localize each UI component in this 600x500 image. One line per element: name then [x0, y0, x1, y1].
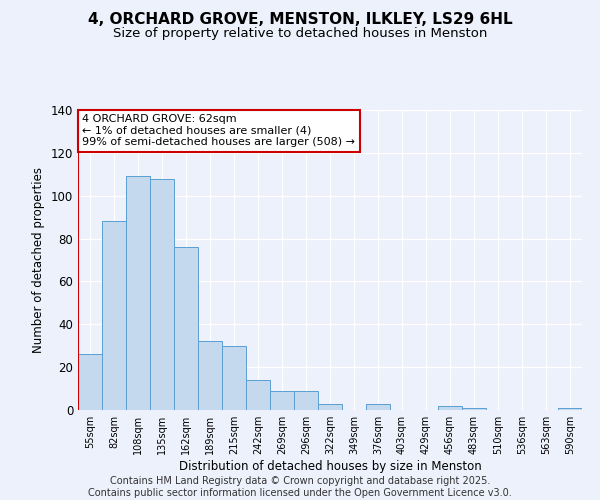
X-axis label: Distribution of detached houses by size in Menston: Distribution of detached houses by size …	[179, 460, 481, 473]
Bar	[558, 408, 582, 410]
Bar	[222, 346, 246, 410]
Bar	[318, 404, 342, 410]
Bar	[198, 342, 222, 410]
Bar	[150, 178, 174, 410]
Text: 4 ORCHARD GROVE: 62sqm
← 1% of detached houses are smaller (4)
99% of semi-detac: 4 ORCHARD GROVE: 62sqm ← 1% of detached …	[82, 114, 355, 148]
Bar	[462, 408, 486, 410]
Text: Contains HM Land Registry data © Crown copyright and database right 2025.
Contai: Contains HM Land Registry data © Crown c…	[88, 476, 512, 498]
Text: 4, ORCHARD GROVE, MENSTON, ILKLEY, LS29 6HL: 4, ORCHARD GROVE, MENSTON, ILKLEY, LS29 …	[88, 12, 512, 28]
Bar	[174, 247, 198, 410]
Bar	[270, 390, 294, 410]
Bar	[294, 390, 318, 410]
Y-axis label: Number of detached properties: Number of detached properties	[32, 167, 45, 353]
Bar	[102, 222, 126, 410]
Text: Size of property relative to detached houses in Menston: Size of property relative to detached ho…	[113, 28, 487, 40]
Bar	[126, 176, 150, 410]
Bar	[438, 406, 462, 410]
Bar	[246, 380, 270, 410]
Bar	[366, 404, 390, 410]
Bar	[78, 354, 102, 410]
